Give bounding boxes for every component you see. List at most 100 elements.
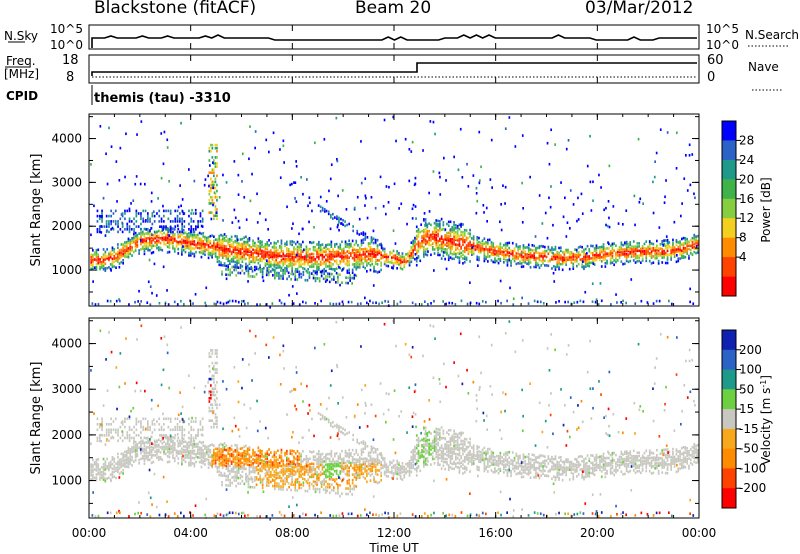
power-cell	[611, 242, 614, 246]
velocity-cell	[316, 460, 318, 463]
power-cell	[460, 237, 462, 241]
power-cell	[414, 241, 416, 244]
velocity-cell	[305, 460, 308, 464]
velocity-cell	[113, 467, 116, 470]
power-cell	[261, 268, 264, 271]
velocity-cell	[213, 451, 215, 454]
velocity-cell	[191, 442, 194, 446]
power-cell	[326, 255, 329, 259]
velocity-cell	[298, 464, 301, 468]
velocity-cell	[237, 457, 240, 460]
velocity-cell	[376, 462, 379, 466]
velocity-cell	[289, 449, 292, 453]
power-cell	[294, 262, 297, 266]
power-cell	[233, 160, 236, 163]
power-cell	[282, 139, 285, 143]
velocity-cell	[426, 444, 429, 447]
velocity-cell	[136, 447, 139, 450]
power-cell	[296, 258, 299, 261]
velocity-cell	[437, 461, 439, 464]
velocity-cell	[423, 439, 425, 443]
power-cell	[312, 276, 315, 280]
velocity-cell	[200, 441, 203, 445]
power-cell	[298, 275, 301, 279]
velocity-cell	[353, 461, 356, 465]
power-cell	[694, 196, 696, 200]
power-cell	[197, 243, 199, 246]
velocity-cell	[280, 471, 283, 474]
power-cell	[670, 251, 672, 255]
power-cell	[198, 239, 201, 242]
velocity-cell	[145, 451, 148, 455]
power-cell	[494, 257, 496, 260]
power-cell	[92, 260, 94, 264]
velocity-cell	[421, 448, 423, 452]
power-cell	[149, 249, 151, 252]
power-cell	[131, 239, 133, 242]
power-cell	[517, 255, 519, 259]
power-cell	[216, 149, 218, 153]
velocity-cell	[439, 438, 441, 441]
power-cell	[294, 181, 297, 184]
power-cell	[650, 250, 653, 253]
velocity-cell	[90, 474, 92, 477]
power-cell	[357, 266, 359, 269]
power-cell	[529, 253, 532, 256]
velocity-cell	[257, 457, 260, 460]
power-cell	[508, 258, 511, 262]
velocity-cell	[403, 465, 406, 469]
velocity-cell	[106, 477, 108, 480]
velocity-cell	[353, 458, 356, 461]
power-cell	[261, 275, 264, 279]
power-cell	[271, 251, 274, 255]
power-cell	[310, 241, 313, 245]
power-cell	[307, 261, 309, 264]
velocity-cell	[399, 467, 402, 470]
velocity-cell	[367, 459, 370, 463]
velocity-cell	[239, 459, 242, 463]
velocity-cell	[423, 437, 425, 441]
power-cell	[166, 233, 169, 237]
velocity-cell	[134, 446, 137, 450]
power-cell	[357, 258, 359, 261]
power-cell	[318, 263, 320, 266]
power-cell	[624, 250, 626, 253]
power-cell	[376, 248, 379, 251]
power-cell	[232, 246, 235, 250]
power-cell	[487, 248, 489, 251]
velocity-cell	[440, 454, 443, 458]
power-cell	[208, 149, 211, 153]
power-cell	[193, 252, 196, 256]
power-cell	[225, 235, 228, 238]
power-cell	[533, 252, 535, 255]
power-cell	[325, 247, 327, 251]
power-cell	[478, 302, 481, 306]
power-cell	[453, 233, 455, 236]
velocity-cell	[373, 457, 375, 461]
power-cell	[408, 254, 411, 257]
velocity-cell	[303, 467, 306, 471]
power-cell	[95, 248, 98, 252]
power-cell	[424, 248, 427, 251]
power-cell	[334, 252, 336, 255]
power-cell	[234, 299, 237, 303]
power-cell	[504, 127, 507, 130]
power-cell	[592, 253, 594, 257]
velocity-cell	[220, 455, 222, 458]
power-cell	[309, 241, 311, 244]
power-cell	[383, 260, 386, 264]
power-cell	[608, 254, 610, 257]
power-cell	[133, 217, 135, 221]
power-cell	[693, 238, 696, 241]
velocity-cell	[200, 446, 203, 450]
power-cell	[221, 244, 224, 247]
velocity-cell	[140, 445, 142, 448]
power-cell	[414, 253, 417, 256]
power-cell	[648, 244, 651, 247]
velocity-cell	[254, 470, 256, 474]
power-cell	[471, 251, 473, 255]
power-cell	[627, 260, 630, 264]
velocity-cell	[312, 465, 315, 469]
velocity-cell	[102, 457, 105, 461]
power-cell	[427, 250, 429, 253]
